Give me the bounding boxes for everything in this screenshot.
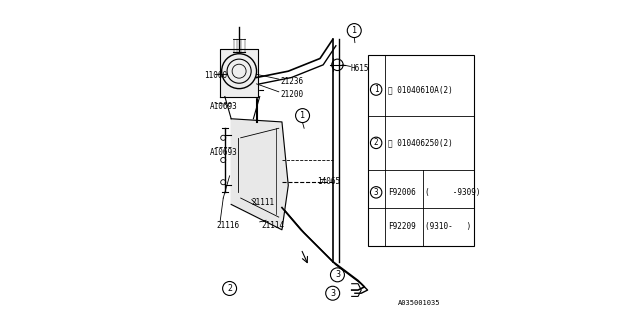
Text: F92209: F92209 [388,222,416,231]
Text: 21236: 21236 [280,77,303,86]
Text: 3: 3 [330,289,335,298]
FancyBboxPatch shape [367,55,474,246]
Polygon shape [220,49,258,97]
Text: (     -9309): ( -9309) [425,188,480,197]
Text: 2: 2 [227,284,232,293]
Text: A035001035: A035001035 [398,300,440,306]
Text: ⒱ 01040610A(2): ⒱ 01040610A(2) [388,85,453,94]
Text: 21116: 21116 [217,220,240,229]
Text: A10693: A10693 [210,148,237,156]
Text: 21200: 21200 [280,90,303,99]
Text: F92006: F92006 [388,188,416,197]
Text: 21114: 21114 [261,220,284,229]
Text: (9310-   ): (9310- ) [425,222,471,231]
Text: 3: 3 [374,188,378,197]
Text: ⒱ 010406250(2): ⒱ 010406250(2) [388,138,453,148]
Text: 14065: 14065 [317,177,340,186]
Text: 11060: 11060 [204,71,227,80]
Text: 1: 1 [352,26,356,35]
Polygon shape [231,119,288,230]
Text: 2: 2 [374,138,378,148]
Text: A10693: A10693 [210,102,237,111]
Text: 1: 1 [300,111,305,120]
Text: 21111: 21111 [251,198,275,207]
Text: 3: 3 [335,270,340,279]
Text: 1: 1 [374,85,378,94]
Text: H615081: H615081 [351,64,383,73]
